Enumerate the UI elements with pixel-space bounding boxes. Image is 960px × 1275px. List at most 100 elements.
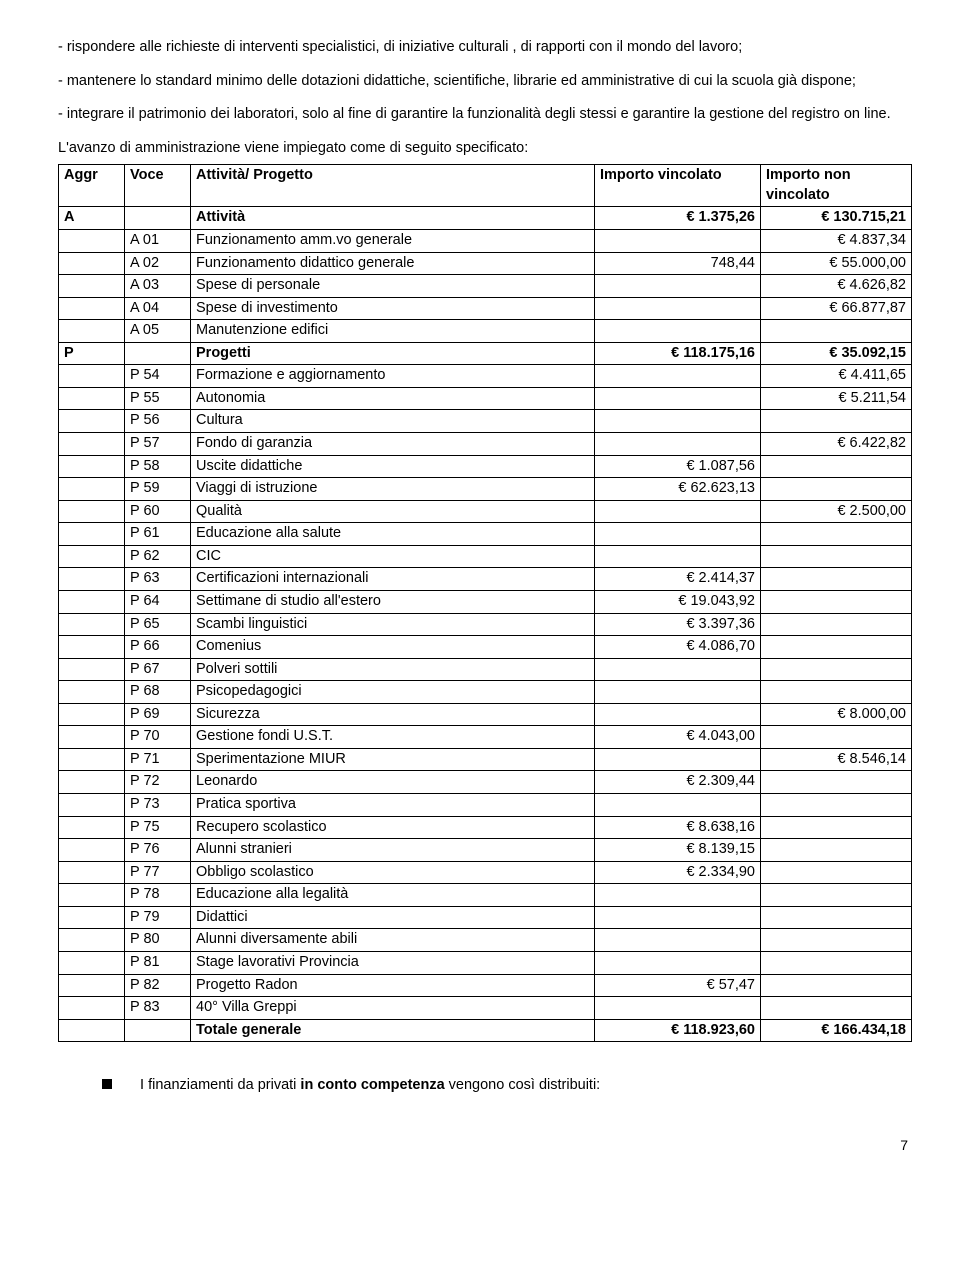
cell-vincolato (595, 703, 761, 726)
cell-voce: P 77 (125, 861, 191, 884)
cell-vincolato: € 19.043,92 (595, 590, 761, 613)
cell-aggr (59, 794, 125, 817)
cell-aggr (59, 478, 125, 501)
cell-nonvincolato (761, 861, 912, 884)
footer-note: I finanziamenti da privati in conto comp… (58, 1076, 912, 1096)
table-row: P 68Psicopedagogici (59, 681, 912, 704)
cell-nonvincolato (761, 929, 912, 952)
cell-attivita: Progetto Radon (191, 974, 595, 997)
footer-text-prefix: I finanziamenti da privati (140, 1077, 300, 1093)
table-row: P 55Autonomia€ 5.211,54 (59, 387, 912, 410)
cell-vincolato (595, 275, 761, 298)
table-row: P 73Pratica sportiva (59, 794, 912, 817)
cell-aggr (59, 613, 125, 636)
cell-aggr (59, 500, 125, 523)
cell-nonvincolato: € 8.000,00 (761, 703, 912, 726)
cell-aggr (59, 568, 125, 591)
cell-aggr (59, 590, 125, 613)
cell-vincolato (595, 884, 761, 907)
cell-vincolato (595, 410, 761, 433)
cell-voce: A 03 (125, 275, 191, 298)
cell-aggr (59, 884, 125, 907)
cell-aggr (59, 545, 125, 568)
cell-vincolato (595, 523, 761, 546)
cell-voce: P 68 (125, 681, 191, 704)
cell-voce: P 58 (125, 455, 191, 478)
cell-nonvincolato (761, 726, 912, 749)
cell-attivita: Sperimentazione MIUR (191, 748, 595, 771)
table-row: P 60Qualità€ 2.500,00 (59, 500, 912, 523)
cell-voce: P 63 (125, 568, 191, 591)
cell-nonvincolato (761, 455, 912, 478)
cell-vincolato (595, 794, 761, 817)
cell-vincolato (595, 500, 761, 523)
cell-attivita: Obbligo scolastico (191, 861, 595, 884)
cell-voce: P 69 (125, 703, 191, 726)
cell-voce: P 76 (125, 839, 191, 862)
cell-vincolato (595, 748, 761, 771)
cell-nonvincolato (761, 906, 912, 929)
cell-nonvincolato (761, 839, 912, 862)
cell-aggr (59, 658, 125, 681)
table-row: P 61Educazione alla salute (59, 523, 912, 546)
cell-voce: P 66 (125, 636, 191, 659)
table-row: P 81Stage lavorativi Provincia (59, 951, 912, 974)
cell-nonvincolato (761, 410, 912, 433)
cell-vincolato (595, 365, 761, 388)
table-row: A 04Spese di investimento€ 66.877,87 (59, 297, 912, 320)
table-row: P 58Uscite didattiche€ 1.087,56 (59, 455, 912, 478)
cell-nonvincolato: € 4.837,34 (761, 229, 912, 252)
cell-voce: P 61 (125, 523, 191, 546)
cell-voce: P 81 (125, 951, 191, 974)
cell-vincolato: € 2.414,37 (595, 568, 761, 591)
cell-voce: P 57 (125, 433, 191, 456)
cell-attivita: Cultura (191, 410, 595, 433)
table-row: P 82Progetto Radon€ 57,47 (59, 974, 912, 997)
cell-attivita: Stage lavorativi Provincia (191, 951, 595, 974)
cell-vincolato: € 3.397,36 (595, 613, 761, 636)
cell-vincolato (595, 320, 761, 343)
cell-attivita: Psicopedagogici (191, 681, 595, 704)
table-row: P 70Gestione fondi U.S.T.€ 4.043,00 (59, 726, 912, 749)
cell-vincolato: € 118.923,60 (595, 1019, 761, 1042)
cell-nonvincolato (761, 794, 912, 817)
cell-voce: P 54 (125, 365, 191, 388)
budget-table: Aggr Voce Attività/ Progetto Importo vin… (58, 164, 912, 1042)
cell-attivita: Educazione alla salute (191, 523, 595, 546)
cell-aggr (59, 839, 125, 862)
cell-nonvincolato: € 4.411,65 (761, 365, 912, 388)
cell-nonvincolato (761, 658, 912, 681)
cell-aggr (59, 681, 125, 704)
cell-vincolato: € 2.309,44 (595, 771, 761, 794)
cell-vincolato (595, 297, 761, 320)
cell-aggr (59, 455, 125, 478)
header-vincolato: Importo vincolato (595, 165, 761, 207)
cell-aggr (59, 320, 125, 343)
cell-aggr (59, 906, 125, 929)
cell-nonvincolato (761, 478, 912, 501)
cell-aggr (59, 387, 125, 410)
cell-voce (125, 342, 191, 365)
table-row: P 77Obbligo scolastico€ 2.334,90 (59, 861, 912, 884)
table-row: P 59Viaggi di istruzione€ 62.623,13 (59, 478, 912, 501)
cell-attivita: Formazione e aggiornamento (191, 365, 595, 388)
cell-attivita: Scambi linguistici (191, 613, 595, 636)
cell-attivita: Alunni stranieri (191, 839, 595, 862)
cell-nonvincolato (761, 997, 912, 1020)
cell-vincolato (595, 906, 761, 929)
cell-voce: P 59 (125, 478, 191, 501)
cell-aggr (59, 365, 125, 388)
cell-nonvincolato: € 166.434,18 (761, 1019, 912, 1042)
cell-voce: A 02 (125, 252, 191, 275)
cell-aggr (59, 997, 125, 1020)
cell-voce: P 79 (125, 906, 191, 929)
cell-aggr (59, 229, 125, 252)
cell-vincolato (595, 951, 761, 974)
cell-attivita: Didattici (191, 906, 595, 929)
cell-nonvincolato: € 55.000,00 (761, 252, 912, 275)
table-row: P 67Polveri sottili (59, 658, 912, 681)
table-row: P 54Formazione e aggiornamento € 4.411,65 (59, 365, 912, 388)
cell-aggr (59, 748, 125, 771)
cell-vincolato: € 62.623,13 (595, 478, 761, 501)
cell-aggr (59, 929, 125, 952)
